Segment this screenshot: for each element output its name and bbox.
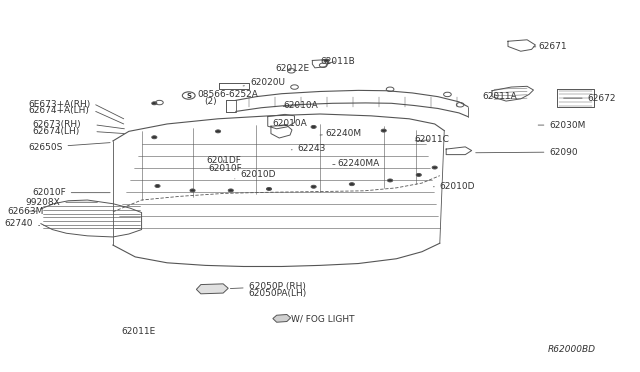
Text: 62671: 62671 <box>534 42 567 51</box>
Text: 08566-6252A: 08566-6252A <box>198 90 259 99</box>
Text: 62011E: 62011E <box>121 327 156 336</box>
Text: (2): (2) <box>204 97 217 106</box>
Text: 62050P (RH): 62050P (RH) <box>230 282 305 291</box>
Circle shape <box>228 189 234 192</box>
Polygon shape <box>196 284 228 294</box>
Text: 62050PA(LH): 62050PA(LH) <box>248 289 307 298</box>
Text: 62672: 62672 <box>564 94 616 103</box>
Text: 62650S: 62650S <box>28 142 110 152</box>
Text: 62020U: 62020U <box>243 78 285 87</box>
Text: 62011C: 62011C <box>414 135 449 144</box>
Circle shape <box>381 129 387 132</box>
Text: 62240M: 62240M <box>320 129 361 138</box>
Circle shape <box>349 183 355 186</box>
Text: 62663M: 62663M <box>8 206 44 216</box>
Circle shape <box>216 130 221 133</box>
Circle shape <box>152 102 157 105</box>
Circle shape <box>311 125 316 128</box>
Text: 62011B: 62011B <box>320 57 355 66</box>
Circle shape <box>155 185 160 187</box>
Text: 6201DF: 6201DF <box>207 155 241 165</box>
Text: 62010D: 62010D <box>235 170 276 179</box>
Text: 62010A: 62010A <box>272 119 307 128</box>
Text: 62674+A(LH): 62674+A(LH) <box>28 106 89 115</box>
Text: 62740: 62740 <box>4 219 40 228</box>
Text: 62030M: 62030M <box>538 121 586 129</box>
Text: 62010A: 62010A <box>283 101 318 110</box>
Circle shape <box>266 187 271 190</box>
Text: 99208X: 99208X <box>26 198 97 207</box>
Circle shape <box>416 173 421 176</box>
Circle shape <box>388 179 393 182</box>
Text: 62010F: 62010F <box>209 164 242 173</box>
Text: 62090: 62090 <box>476 148 578 157</box>
Text: 62010F: 62010F <box>32 188 110 197</box>
Circle shape <box>190 189 195 192</box>
Text: 62240MA: 62240MA <box>333 158 380 168</box>
Text: R62000BD: R62000BD <box>548 345 596 354</box>
Text: 62673(RH): 62673(RH) <box>32 120 81 129</box>
Text: 62011A: 62011A <box>483 92 517 101</box>
Text: 6E673+A(RH): 6E673+A(RH) <box>28 100 90 109</box>
Text: W/ FOG LIGHT: W/ FOG LIGHT <box>288 314 355 323</box>
Polygon shape <box>273 314 291 322</box>
Circle shape <box>152 136 157 139</box>
Text: 62012E: 62012E <box>275 64 310 73</box>
Circle shape <box>324 59 329 62</box>
Text: 62010D: 62010D <box>433 182 476 191</box>
Text: S: S <box>186 93 191 99</box>
Text: 62243: 62243 <box>291 144 326 153</box>
Circle shape <box>311 185 316 188</box>
Circle shape <box>432 166 437 169</box>
Text: 62674(LH): 62674(LH) <box>32 127 79 136</box>
